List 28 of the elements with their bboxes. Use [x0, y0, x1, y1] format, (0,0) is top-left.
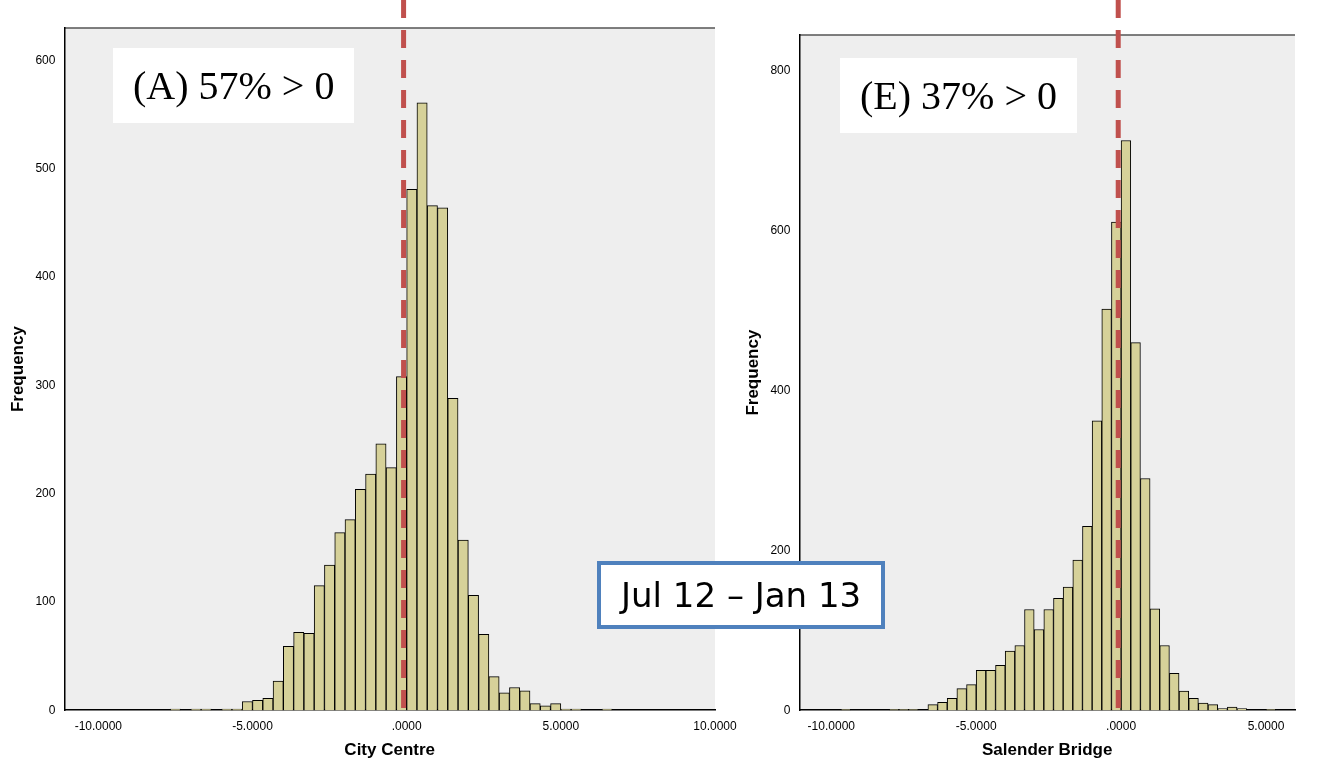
y-tick-label: 500	[35, 161, 56, 176]
x-tick-label: 5.0000	[1247, 718, 1285, 733]
x-tick-label: .0000	[391, 718, 423, 733]
y-tick-label: 600	[770, 223, 791, 238]
annotation: Jul 12 – Jan 13	[597, 561, 886, 629]
x-tick-label: 10.0000	[693, 718, 738, 733]
y-tick-label: 600	[35, 52, 56, 67]
y-tick-label: 800	[770, 63, 791, 78]
y-axis-title: Frequency	[7, 325, 27, 413]
y-tick-label: 100	[35, 594, 56, 609]
y-tick-label: 400	[35, 269, 56, 284]
y-tick-label: 200	[770, 542, 791, 557]
x-tick-label: -5.0000	[232, 718, 274, 733]
x-axis-title: Salender Bridge	[982, 740, 1113, 760]
x-tick-label: 5.0000	[542, 718, 580, 733]
x-tick-label: .0000	[1106, 718, 1137, 733]
x-tick-label: -5.0000	[955, 718, 997, 733]
y-tick-label: 400	[770, 382, 791, 397]
y-axis-title: Frequency	[742, 329, 762, 416]
x-tick-label: -10.0000	[807, 718, 856, 733]
y-tick-label: 0	[48, 702, 56, 717]
x-axis-title: City Centre	[344, 740, 436, 760]
y-tick-label: 300	[35, 377, 56, 392]
y-tick-label: 0	[783, 702, 791, 717]
annotation: (A) 57% > 0	[113, 48, 355, 123]
x-tick-label: -10.0000	[74, 718, 123, 733]
y-tick-label: 200	[35, 485, 56, 500]
annotation: (E) 37% > 0	[840, 58, 1077, 133]
